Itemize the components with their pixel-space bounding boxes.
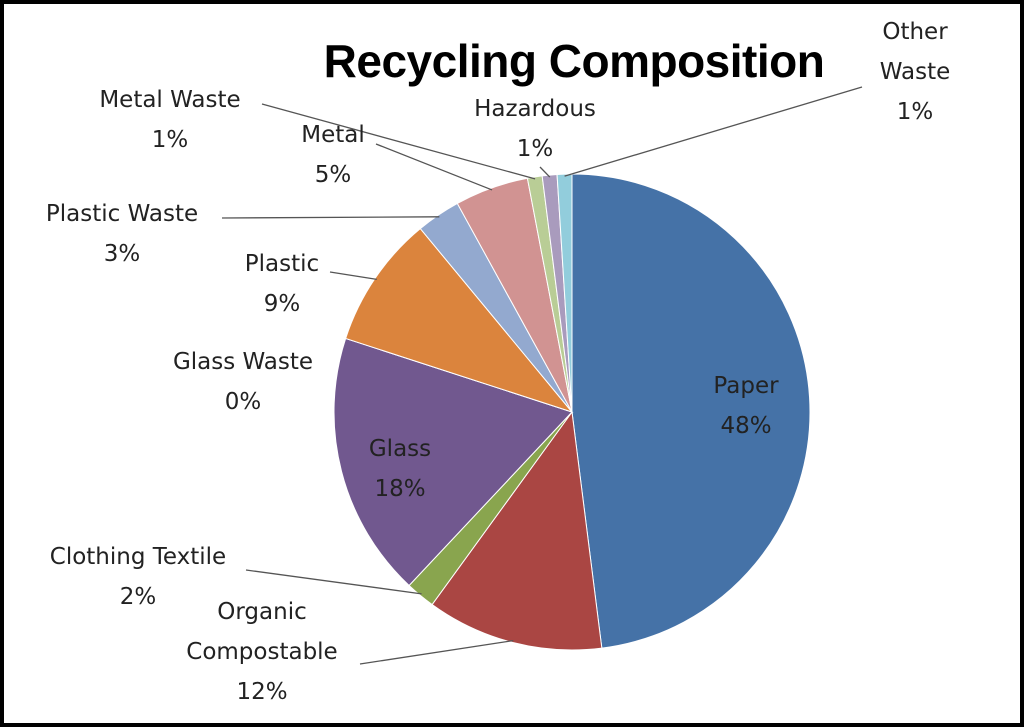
value-label: 0% bbox=[224, 389, 262, 415]
category-label: Organic Compostable bbox=[186, 599, 338, 665]
category-label: Hazardous bbox=[474, 96, 596, 122]
value-label: 9% bbox=[263, 291, 301, 317]
data-label: Hazardous 1% bbox=[450, 89, 620, 169]
data-label: Plastic Waste 3% bbox=[7, 194, 237, 274]
category-label: Other Waste bbox=[879, 19, 951, 85]
value-label: 48% bbox=[720, 413, 772, 439]
value-label: 1% bbox=[151, 127, 189, 153]
category-label: Paper bbox=[713, 373, 779, 399]
leader-line bbox=[375, 143, 493, 191]
pie-slice bbox=[431, 410, 603, 651]
category-label: Metal bbox=[301, 122, 365, 148]
data-label: Glass Waste 0% bbox=[143, 342, 343, 422]
category-label: Metal Waste bbox=[99, 87, 241, 113]
leader-line bbox=[221, 216, 440, 219]
data-label: Metal 5% bbox=[273, 115, 393, 195]
category-label: Glass Waste bbox=[172, 349, 314, 375]
value-label: 1% bbox=[896, 99, 934, 125]
data-label: Other Waste 1% bbox=[855, 12, 975, 132]
chart-title: Recycling Composition bbox=[323, 35, 825, 87]
data-label: Organic Compostable 12% bbox=[167, 592, 357, 712]
data-label: Metal Waste 1% bbox=[70, 80, 270, 160]
value-label: 18% bbox=[374, 476, 426, 502]
value-label: 2% bbox=[119, 584, 157, 610]
leader-line bbox=[564, 86, 863, 177]
data-label: Clothing Textile 2% bbox=[18, 537, 258, 617]
pie-slice bbox=[333, 337, 573, 587]
value-label: 3% bbox=[103, 241, 141, 267]
pie-slice bbox=[571, 173, 811, 649]
category-label: Plastic bbox=[244, 251, 320, 277]
data-label: Paper 48% bbox=[686, 366, 806, 446]
data-label: Glass 18% bbox=[340, 429, 460, 509]
value-label: 1% bbox=[516, 136, 554, 162]
leader-line bbox=[329, 271, 377, 280]
category-label: Plastic Waste bbox=[45, 201, 199, 227]
category-label: Glass bbox=[368, 436, 432, 462]
value-label: 5% bbox=[314, 162, 352, 188]
category-label: Clothing Textile bbox=[49, 544, 227, 570]
data-label: Plastic 9% bbox=[222, 244, 342, 324]
plot bbox=[221, 86, 863, 665]
leader-line bbox=[359, 639, 514, 665]
leader-line bbox=[245, 569, 422, 595]
leader-line bbox=[539, 166, 551, 178]
pie-slice bbox=[345, 227, 574, 414]
value-label: 12% bbox=[236, 679, 288, 705]
leader-line bbox=[261, 103, 536, 180]
